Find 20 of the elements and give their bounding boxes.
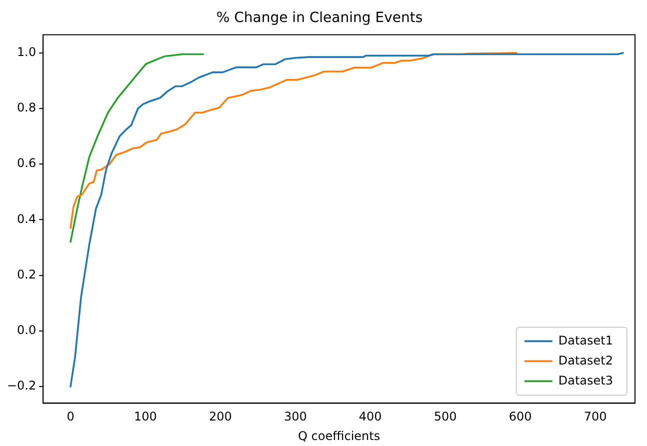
- x-tick-label: 100: [134, 410, 157, 424]
- y-tick-label: 0.6: [17, 156, 36, 170]
- x-tick-label: 400: [358, 410, 382, 424]
- x-tick-label: 200: [208, 410, 232, 424]
- x-tick-label: 0: [66, 410, 74, 424]
- y-tick-label: 0.4: [17, 212, 36, 226]
- y-tick-label: 0.0: [17, 323, 36, 338]
- x-tick-label: 300: [284, 410, 307, 424]
- y-tick-label: 0.2: [17, 267, 36, 282]
- chart-title: % Change in Cleaning Events: [216, 10, 423, 26]
- legend-label: Dataset1: [558, 333, 614, 348]
- x-tick-label: 500: [434, 410, 457, 424]
- legend-label: Dataset2: [558, 353, 614, 368]
- legend-label: Dataset3: [558, 373, 614, 388]
- y-tick-label: 0.8: [17, 100, 36, 115]
- x-tick-label: 700: [584, 410, 607, 424]
- y-tick-label: 1.0: [17, 44, 36, 59]
- x-axis-title: Q coefficients: [298, 428, 380, 443]
- x-tick-label: 600: [508, 410, 532, 424]
- y-tick-label: −0.2: [7, 378, 36, 393]
